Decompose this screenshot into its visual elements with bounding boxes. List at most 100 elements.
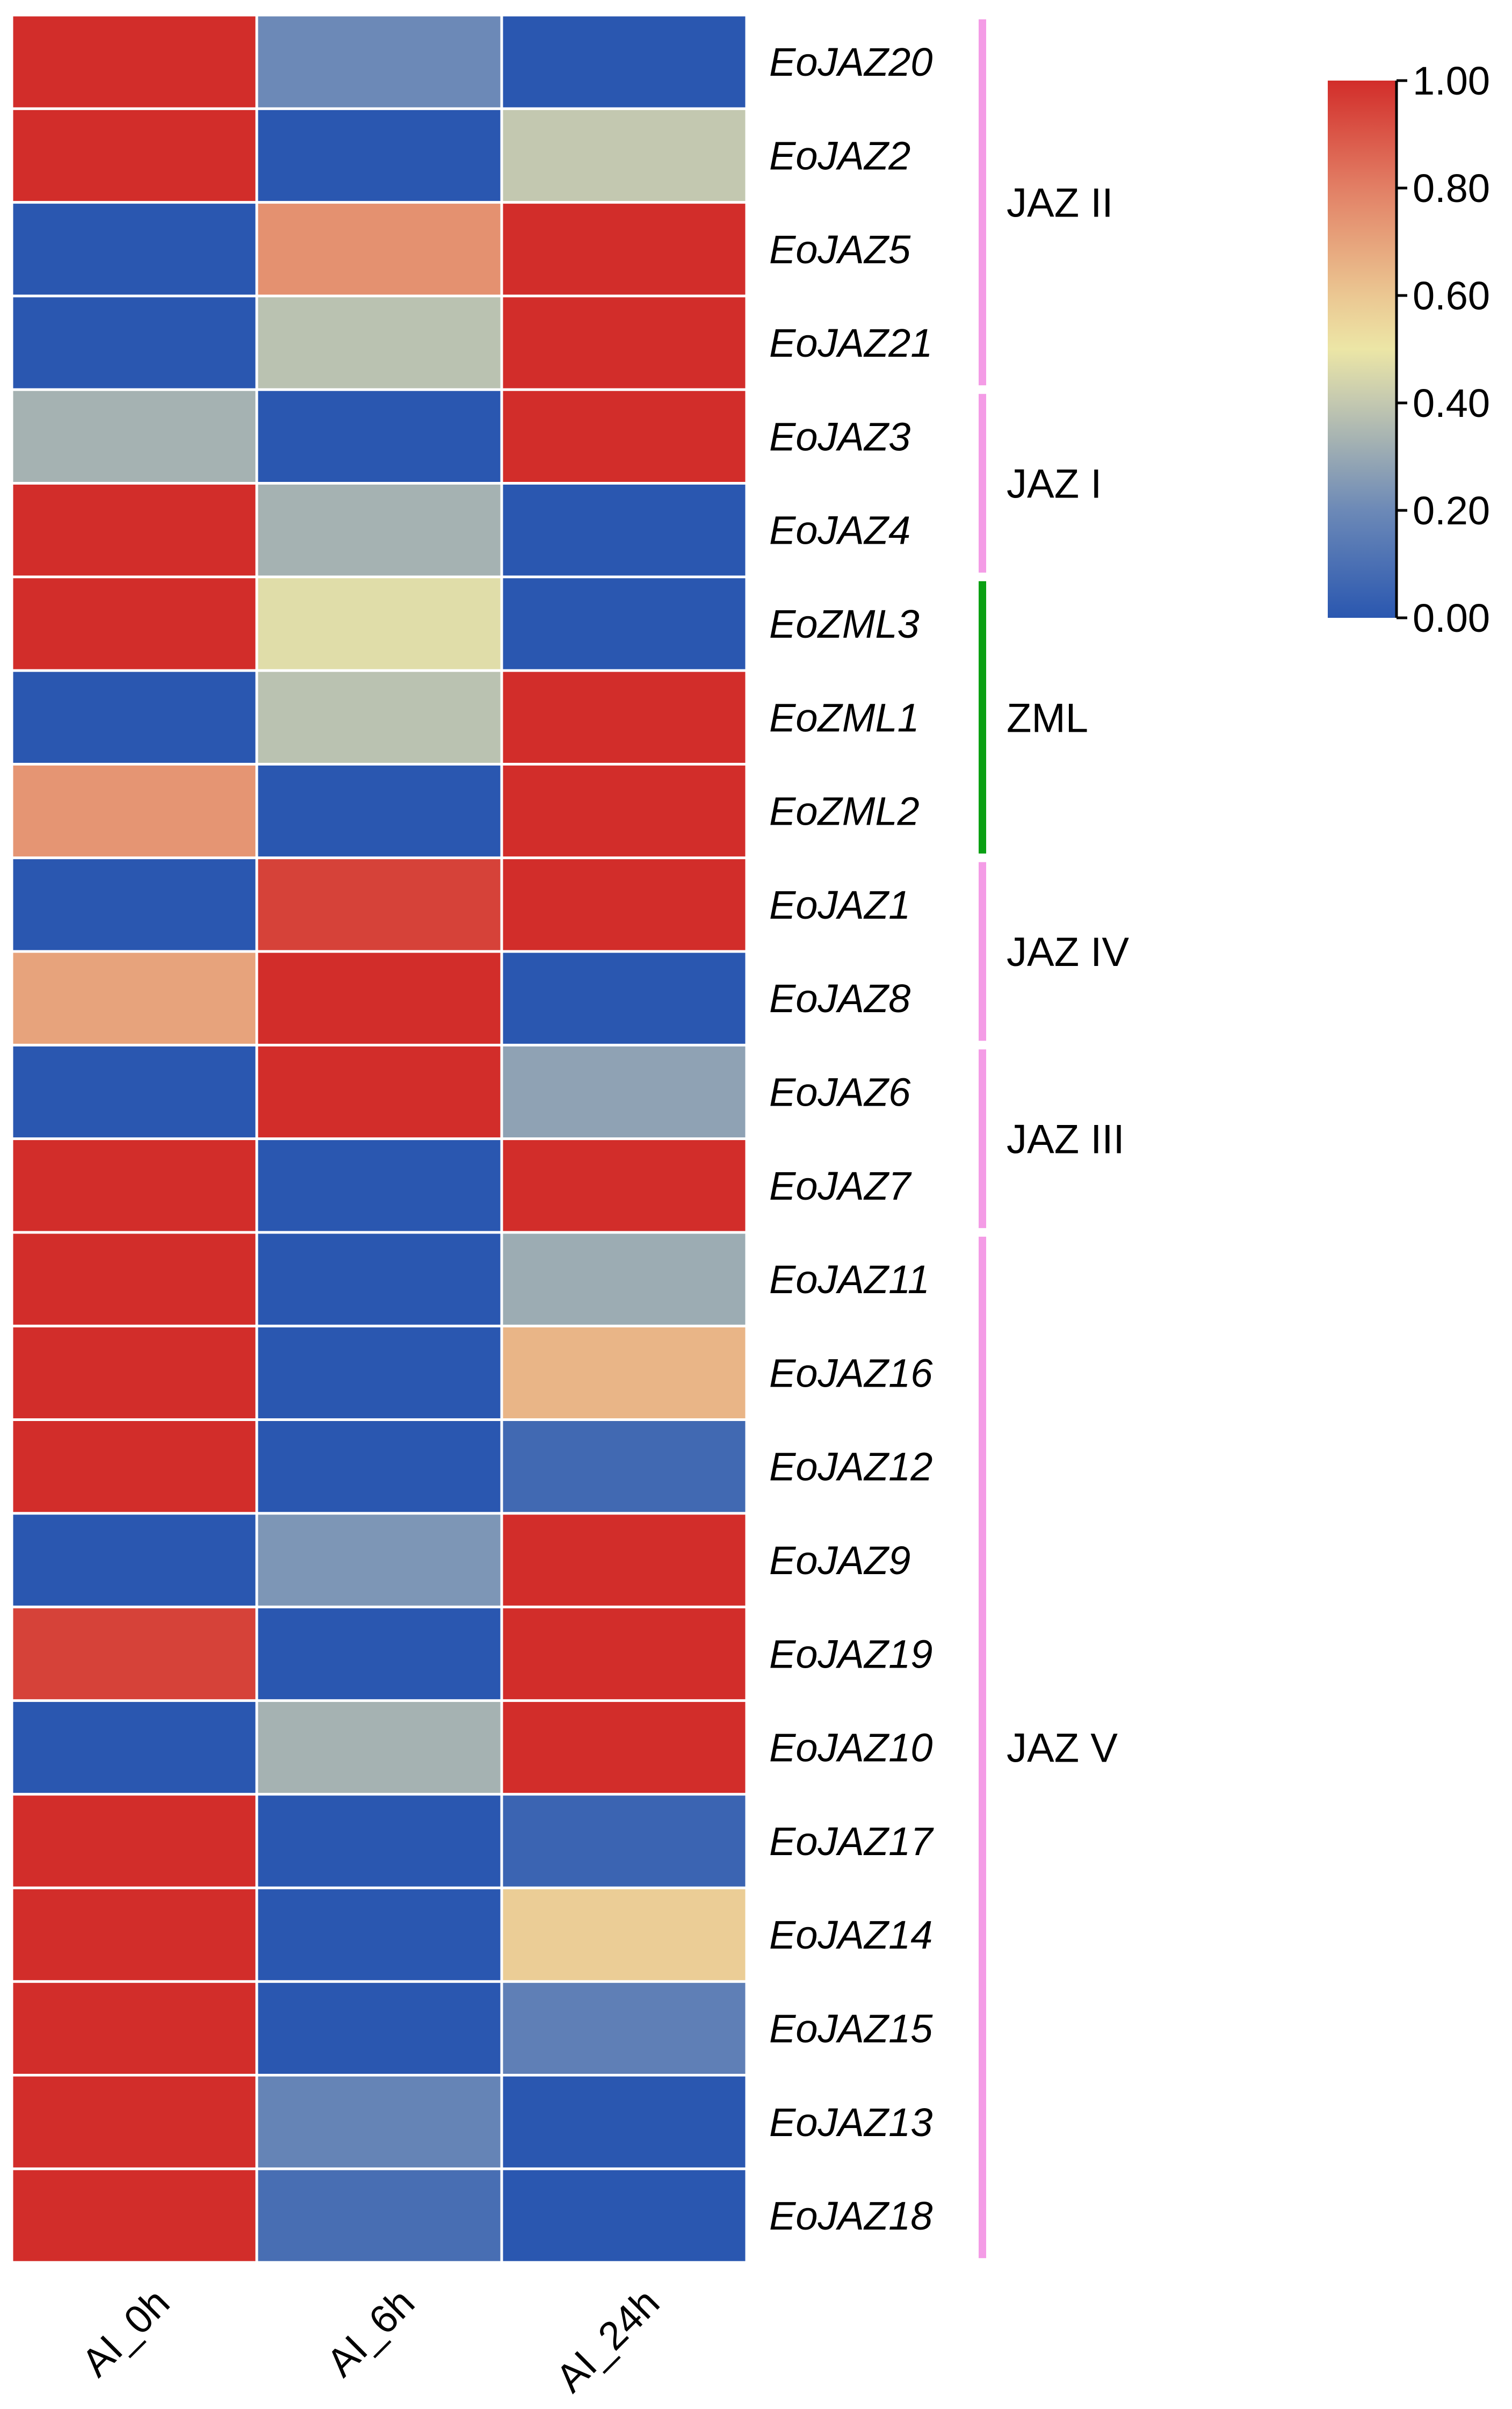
heatmap-cell-eojaz14-ai-6h <box>258 1889 501 1980</box>
heatmap-cell-eojaz3-ai-0h <box>13 391 256 482</box>
heatmap-cell-eozml1-ai-6h <box>258 672 501 763</box>
row-label-eozml2: EoZML2 <box>769 789 920 834</box>
row-label-eojaz6: EoJAZ6 <box>769 1070 911 1114</box>
heatmap-cell-eozml3-ai-6h <box>258 578 501 669</box>
heatmap-cell-eojaz17-ai-0h <box>13 1795 256 1887</box>
heatmap-cell-eojaz17-ai-24h <box>503 1795 746 1887</box>
colorbar-tick-label: 0.80 <box>1413 166 1490 211</box>
column-label-ai-0h: AI_0h <box>73 2280 178 2385</box>
heatmap-cell-eojaz1-ai-6h <box>258 859 501 950</box>
heatmap-cell-eojaz2-ai-0h <box>13 110 256 201</box>
group-annotations: JAZ II JAZ I ZML JAZ IV JAZ III JAZ V <box>979 19 1129 2259</box>
heatmap-cell-eojaz4-ai-0h <box>13 485 256 576</box>
row-label-eojaz8: EoJAZ8 <box>769 976 910 1021</box>
heatmap-cell-eozml3-ai-24h <box>503 578 746 669</box>
heatmap-cell-eojaz1-ai-0h <box>13 859 256 950</box>
group-label-jaz-ii: JAZ II <box>1007 181 1113 226</box>
row-label-eojaz5: EoJAZ5 <box>769 227 911 272</box>
row-label-eojaz9: EoJAZ9 <box>769 1538 910 1583</box>
row-label-eojaz14: EoJAZ14 <box>769 1913 932 1957</box>
group-bar-jaz-iv <box>979 862 986 1041</box>
heatmap-cell-eojaz5-ai-0h <box>13 204 256 295</box>
heatmap-cell-eozml2-ai-0h <box>13 765 256 857</box>
heatmap-cell-eojaz11-ai-6h <box>258 1234 501 1325</box>
group-label-jaz-iii: JAZ III <box>1007 1117 1125 1163</box>
heatmap-cell-eojaz3-ai-6h <box>258 391 501 482</box>
heatmap-cell-eojaz20-ai-0h <box>13 16 256 107</box>
heatmap-cell-eojaz6-ai-0h <box>13 1046 256 1138</box>
heatmap-cell-eojaz9-ai-0h <box>13 1514 256 1606</box>
colorbar-tick-label: 0.60 <box>1413 273 1490 318</box>
colorbar-tick-label: 0.00 <box>1413 596 1490 640</box>
heatmap-cell-eojaz7-ai-6h <box>258 1140 501 1231</box>
heatmap-cell-eojaz11-ai-24h <box>503 1234 746 1325</box>
heatmap-cell-eojaz10-ai-24h <box>503 1701 746 1793</box>
row-label-eojaz17: EoJAZ17 <box>769 1819 934 1864</box>
heatmap-cell-eojaz19-ai-24h <box>503 1608 746 1699</box>
row-label-eojaz10: EoJAZ10 <box>769 1726 932 1770</box>
group-bar-jaz-v <box>979 1236 986 2259</box>
heatmap-cell-eojaz10-ai-0h <box>13 1701 256 1793</box>
heatmap-cell-eojaz15-ai-24h <box>503 1982 746 2074</box>
row-label-eojaz1: EoJAZ1 <box>769 883 910 927</box>
row-label-eojaz13: EoJAZ13 <box>769 2100 932 2145</box>
group-label-jaz-iv: JAZ IV <box>1007 929 1129 975</box>
heatmap-cell-eozml1-ai-24h <box>503 672 746 763</box>
heatmap-cell-eojaz7-ai-0h <box>13 1140 256 1231</box>
heatmap-cell-eojaz5-ai-6h <box>258 204 501 295</box>
row-label-eojaz21: EoJAZ21 <box>769 321 932 365</box>
heatmap-cell-eojaz14-ai-24h <box>503 1889 746 1980</box>
row-label-eojaz20: EoJAZ20 <box>769 40 932 84</box>
row-label-eozml1: EoZML1 <box>769 695 920 740</box>
heatmap-cell-eozml1-ai-0h <box>13 672 256 763</box>
heatmap-cell-eojaz7-ai-24h <box>503 1140 746 1231</box>
heatmap-cell-eojaz12-ai-6h <box>258 1421 501 1512</box>
colorbar-tick-label: 1.00 <box>1413 59 1490 103</box>
group-bar-jaz-ii <box>979 19 986 386</box>
group-label-jaz-i: JAZ I <box>1007 461 1102 507</box>
row-label-eojaz3: EoJAZ3 <box>769 414 910 459</box>
heatmap-cell-eojaz16-ai-0h <box>13 1327 256 1418</box>
heatmap-cell-eojaz15-ai-6h <box>258 1982 501 2074</box>
heatmap-cell-eojaz6-ai-24h <box>503 1046 746 1138</box>
heatmap-cell-eojaz9-ai-24h <box>503 1514 746 1606</box>
heatmap-cell-eojaz5-ai-24h <box>503 204 746 295</box>
heatmap-cell-eojaz21-ai-0h <box>13 297 256 388</box>
column-labels: AI_0h AI_6h AI_24h <box>73 2280 668 2401</box>
row-labels: EoJAZ20 EoJAZ2 EoJAZ5 EoJAZ21 EoJAZ3 EoJAZ4 Eo… <box>769 40 934 2238</box>
heatmap-cell-eojaz8-ai-24h <box>503 953 746 1044</box>
column-label-ai-24h: AI_24h <box>547 2280 668 2401</box>
heatmap-cell-eojaz9-ai-6h <box>258 1514 501 1606</box>
row-label-eojaz12: EoJAZ12 <box>769 1445 932 1489</box>
heatmap-cell-eojaz12-ai-24h <box>503 1421 746 1512</box>
heatmap-cell-eojaz21-ai-24h <box>503 297 746 388</box>
heatmap-cell-eojaz16-ai-6h <box>258 1327 501 1418</box>
heatmap-cell-eojaz18-ai-6h <box>258 2170 501 2261</box>
heatmap-cell-eojaz20-ai-6h <box>258 16 501 107</box>
heatmap-cell-eojaz2-ai-6h <box>258 110 501 201</box>
heatmap-cell-eojaz2-ai-24h <box>503 110 746 201</box>
heatmap-cell-eojaz16-ai-24h <box>503 1327 746 1418</box>
heatmap-cells <box>13 16 746 2261</box>
group-bar-zml <box>979 581 986 854</box>
row-label-eojaz7: EoJAZ7 <box>769 1164 912 1208</box>
colorbar-tick-label: 0.20 <box>1413 488 1490 533</box>
group-bar-jaz-i <box>979 394 986 573</box>
heatmap-cell-eojaz13-ai-6h <box>258 2076 501 2168</box>
heatmap-cell-eojaz19-ai-0h <box>13 1608 256 1699</box>
heatmap-cell-eojaz21-ai-6h <box>258 297 501 388</box>
heatmap-cell-eojaz18-ai-0h <box>13 2170 256 2261</box>
heatmap-cell-eozml2-ai-24h <box>503 765 746 857</box>
heatmap-cell-eojaz12-ai-0h <box>13 1421 256 1512</box>
heatmap-cell-eojaz1-ai-24h <box>503 859 746 950</box>
heatmap-cell-eojaz14-ai-0h <box>13 1889 256 1980</box>
heatmap-cell-eojaz11-ai-0h <box>13 1234 256 1325</box>
heatmap-cell-eojaz18-ai-24h <box>503 2170 746 2261</box>
heatmap-cell-eojaz20-ai-24h <box>503 16 746 107</box>
row-label-eojaz2: EoJAZ2 <box>769 133 910 178</box>
row-label-eojaz15: EoJAZ15 <box>769 2006 933 2051</box>
colorbar-tick-label: 0.40 <box>1413 381 1490 425</box>
row-label-eojaz16: EoJAZ16 <box>769 1351 933 1395</box>
row-label-eojaz18: EoJAZ18 <box>769 2194 932 2238</box>
